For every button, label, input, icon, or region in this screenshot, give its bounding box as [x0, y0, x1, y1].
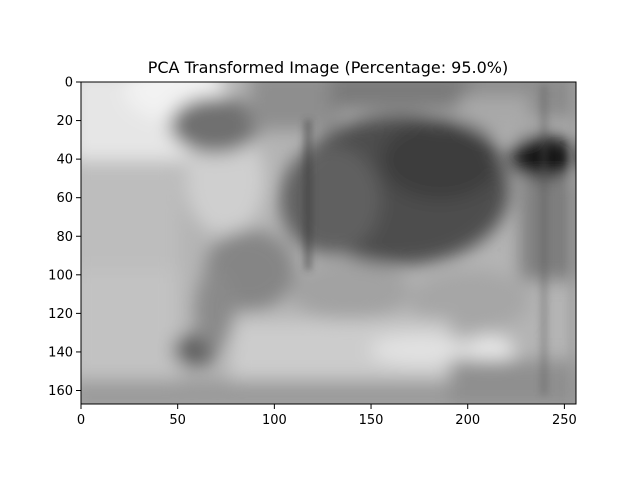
chart-title: PCA Transformed Image (Percentage: 95.0%… — [148, 58, 509, 77]
x-tick-label: 250 — [552, 413, 577, 428]
x-tick-label: 100 — [262, 413, 287, 428]
y-tick-label: 20 — [56, 114, 73, 129]
y-axis: 0 20 40 60 80 100 120 140 160 — [48, 76, 81, 399]
x-tick-label: 150 — [359, 413, 384, 428]
y-tick-label: 120 — [48, 307, 73, 322]
x-axis: 0 50 100 150 200 250 — [77, 404, 577, 428]
heatmap-image — [81, 82, 576, 404]
y-tick-label: 80 — [56, 230, 73, 245]
x-tick-label: 0 — [77, 413, 85, 428]
x-tick-label: 50 — [169, 413, 186, 428]
y-tick-label: 100 — [48, 268, 73, 283]
y-tick-label: 60 — [56, 191, 73, 206]
y-tick-label: 160 — [48, 384, 73, 399]
y-tick-label: 0 — [65, 76, 73, 91]
axes-frame — [80, 81, 577, 405]
x-tick-label: 200 — [455, 413, 480, 428]
y-tick-label: 140 — [48, 345, 73, 360]
y-tick-label: 40 — [56, 153, 73, 168]
